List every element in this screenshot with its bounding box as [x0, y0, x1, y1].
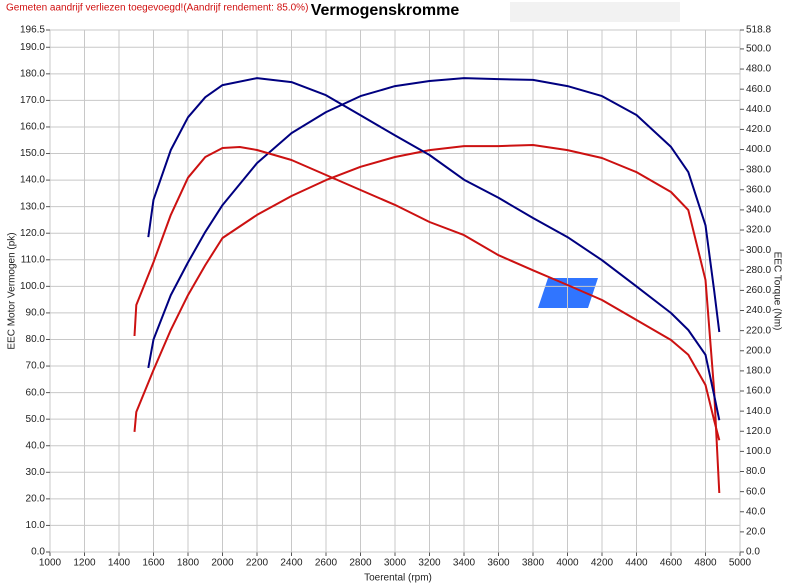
- x-tick-label: 3000: [384, 558, 407, 569]
- y2-tick-label: 240.0: [746, 305, 771, 316]
- y-tick-label: 60.0: [26, 387, 46, 398]
- y-tick-label: 100.0: [20, 281, 45, 292]
- y2-tick-label: 460.0: [746, 84, 771, 95]
- y2-tick-label: 140.0: [746, 406, 771, 417]
- y2-tick-label: 120.0: [746, 426, 771, 437]
- y-tick-label: 190.0: [20, 42, 45, 53]
- y-tick-label: 80.0: [26, 334, 46, 345]
- x-tick-label: 4800: [694, 558, 717, 569]
- y-tick-label: 0.0: [31, 547, 45, 558]
- x-tick-label: 1600: [142, 558, 165, 569]
- y2-tick-label: 280.0: [746, 265, 771, 276]
- x-tick-label: 2200: [246, 558, 269, 569]
- y2-tick-label: 340.0: [746, 205, 771, 216]
- x-tick-label: 2800: [349, 558, 372, 569]
- x-tick-label: 2400: [280, 558, 303, 569]
- curve: [133, 144, 721, 494]
- curve: [147, 77, 721, 421]
- y2-tick-label: 400.0: [746, 144, 771, 155]
- x-tick-label: 4000: [556, 558, 579, 569]
- y2-tick-label: 518.8: [746, 25, 771, 36]
- y2-tick-label: 420.0: [746, 124, 771, 135]
- x-tick-label: 3600: [487, 558, 510, 569]
- y-tick-label: 196.5: [20, 25, 45, 36]
- y2-tick-label: 20.0: [746, 527, 766, 538]
- y2-tick-label: 300.0: [746, 245, 771, 256]
- y2-tick-label: 440.0: [746, 104, 771, 115]
- x-tick-label: 1200: [73, 558, 96, 569]
- x-tick-label: 1400: [108, 558, 131, 569]
- curve: [147, 77, 721, 369]
- note: Gemeten aandrijf verliezen toegevoegd!(A…: [6, 3, 308, 14]
- x-tick-label: 4200: [591, 558, 614, 569]
- y2-tick-label: 200.0: [746, 345, 771, 356]
- x-tick-label: 1800: [177, 558, 200, 569]
- y-tick-label: 140.0: [20, 175, 45, 186]
- y-tick-label: 120.0: [20, 228, 45, 239]
- x-axis-label: Toerental (rpm): [364, 573, 432, 584]
- x-tick-label: 4400: [625, 558, 648, 569]
- y-tick-label: 40.0: [26, 440, 46, 451]
- y-tick-label: 70.0: [26, 361, 46, 372]
- y2-tick-label: 60.0: [746, 486, 766, 497]
- y-tick-label: 110.0: [21, 254, 46, 265]
- y2-tick-label: 40.0: [746, 506, 766, 517]
- y-tick-label: 30.0: [26, 467, 46, 478]
- y-tick-label: 180.0: [20, 68, 45, 79]
- x-tick-label: 2000: [211, 558, 234, 569]
- y-tick-label: 90.0: [26, 308, 46, 319]
- y-tick-label: 20.0: [26, 494, 46, 505]
- y2-tick-label: 360.0: [746, 184, 771, 195]
- y-tick-label: 130.0: [20, 201, 45, 212]
- x-tick-label: 4600: [660, 558, 683, 569]
- y2-tick-label: 80.0: [746, 466, 766, 477]
- x-tick-label: 3800: [522, 558, 545, 569]
- y-tick-label: 10.0: [26, 520, 46, 531]
- y2-tick-label: 160.0: [746, 386, 771, 397]
- x-tick-label: 3200: [418, 558, 441, 569]
- y-tick-label: 170.0: [20, 95, 45, 106]
- y2-tick-label: 500.0: [746, 44, 771, 55]
- x-tick-label: 1000: [39, 558, 62, 569]
- header-box: [510, 2, 680, 22]
- y-tick-label: 50.0: [26, 414, 46, 425]
- x-tick-label: 2600: [315, 558, 338, 569]
- y2-tick-label: 0.0: [746, 547, 760, 558]
- curve: [133, 146, 721, 441]
- x-tick-label: 5000: [729, 558, 752, 569]
- y2-axis-label: EEC Torque (Nm): [771, 252, 782, 331]
- y2-tick-label: 100.0: [746, 446, 771, 457]
- y2-tick-label: 180.0: [746, 366, 771, 377]
- y-tick-label: 150.0: [20, 148, 45, 159]
- y2-tick-label: 480.0: [746, 64, 771, 75]
- y2-tick-label: 220.0: [746, 325, 771, 336]
- y2-tick-label: 260.0: [746, 285, 771, 296]
- chart-title: Vermogenskromme: [311, 2, 460, 19]
- y-axis-label: EEC Motor Vermogen (pk): [7, 232, 18, 349]
- y2-tick-label: 380.0: [746, 164, 771, 175]
- y2-tick-label: 320.0: [746, 225, 771, 236]
- y-tick-label: 160.0: [20, 122, 45, 133]
- x-tick-label: 3400: [453, 558, 476, 569]
